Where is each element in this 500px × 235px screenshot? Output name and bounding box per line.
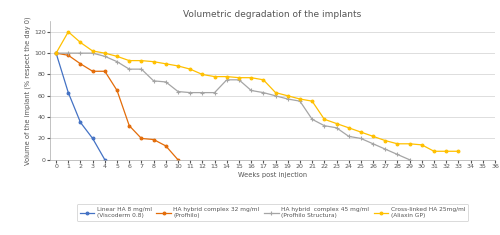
HA hybrid complex 32 mg/ml
(Profhilo) (175, 158, 181, 161)
Cross-linked HA 25mg/ml
(Aliaxin GP) (66, 30, 71, 33)
Cross-linked HA 25mg/ml
(Aliaxin GP) (419, 143, 425, 146)
Cross-linked HA 25mg/ml
(Aliaxin GP) (443, 150, 449, 153)
Cross-linked HA 25mg/ml
(Aliaxin GP) (187, 68, 193, 70)
HA hybrid  complex 45 mg/ml
(Profhilo Structura) (78, 52, 84, 55)
Linear HA 8 mg/ml
(Viscoderm 0.8) (90, 137, 96, 140)
HA hybrid  complex 45 mg/ml
(Profhilo Structura) (334, 126, 340, 129)
HA hybrid complex 32 mg/ml
(Profhilo) (53, 52, 59, 55)
HA hybrid  complex 45 mg/ml
(Profhilo Structura) (322, 124, 328, 127)
Cross-linked HA 25mg/ml
(Aliaxin GP) (90, 50, 96, 52)
HA hybrid complex 32 mg/ml
(Profhilo) (90, 70, 96, 73)
Cross-linked HA 25mg/ml
(Aliaxin GP) (260, 78, 266, 81)
Cross-linked HA 25mg/ml
(Aliaxin GP) (297, 98, 303, 100)
Linear HA 8 mg/ml
(Viscoderm 0.8) (102, 158, 108, 161)
HA hybrid  complex 45 mg/ml
(Profhilo Structura) (297, 100, 303, 102)
X-axis label: Weeks post injection: Weeks post injection (238, 172, 307, 178)
Cross-linked HA 25mg/ml
(Aliaxin GP) (346, 126, 352, 129)
Cross-linked HA 25mg/ml
(Aliaxin GP) (163, 63, 169, 65)
HA hybrid  complex 45 mg/ml
(Profhilo Structura) (358, 137, 364, 140)
Cross-linked HA 25mg/ml
(Aliaxin GP) (382, 139, 388, 142)
HA hybrid complex 32 mg/ml
(Profhilo) (78, 63, 84, 65)
Cross-linked HA 25mg/ml
(Aliaxin GP) (200, 73, 205, 76)
HA hybrid  complex 45 mg/ml
(Profhilo Structura) (260, 91, 266, 94)
Cross-linked HA 25mg/ml
(Aliaxin GP) (358, 131, 364, 133)
Cross-linked HA 25mg/ml
(Aliaxin GP) (175, 65, 181, 67)
HA hybrid  complex 45 mg/ml
(Profhilo Structura) (224, 78, 230, 81)
Linear HA 8 mg/ml
(Viscoderm 0.8) (78, 121, 84, 124)
HA hybrid  complex 45 mg/ml
(Profhilo Structura) (406, 158, 412, 161)
Line: HA hybrid complex 32 mg/ml
(Profhilo): HA hybrid complex 32 mg/ml (Profhilo) (54, 52, 180, 161)
HA hybrid  complex 45 mg/ml
(Profhilo Structura) (309, 118, 315, 121)
Cross-linked HA 25mg/ml
(Aliaxin GP) (309, 100, 315, 102)
HA hybrid  complex 45 mg/ml
(Profhilo Structura) (346, 135, 352, 138)
HA hybrid  complex 45 mg/ml
(Profhilo Structura) (150, 79, 156, 82)
HA hybrid  complex 45 mg/ml
(Profhilo Structura) (187, 91, 193, 94)
HA hybrid  complex 45 mg/ml
(Profhilo Structura) (370, 142, 376, 145)
Line: Cross-linked HA 25mg/ml
(Aliaxin GP): Cross-linked HA 25mg/ml (Aliaxin GP) (54, 30, 460, 153)
HA hybrid complex 32 mg/ml
(Profhilo) (66, 54, 71, 57)
HA hybrid complex 32 mg/ml
(Profhilo) (138, 137, 144, 140)
HA hybrid  complex 45 mg/ml
(Profhilo Structura) (138, 68, 144, 70)
Line: Linear HA 8 mg/ml
(Viscoderm 0.8): Linear HA 8 mg/ml (Viscoderm 0.8) (54, 52, 106, 161)
Line: HA hybrid  complex 45 mg/ml
(Profhilo Structura): HA hybrid complex 45 mg/ml (Profhilo Str… (54, 51, 412, 162)
Cross-linked HA 25mg/ml
(Aliaxin GP) (53, 52, 59, 55)
Cross-linked HA 25mg/ml
(Aliaxin GP) (236, 76, 242, 79)
Cross-linked HA 25mg/ml
(Aliaxin GP) (272, 91, 278, 94)
Cross-linked HA 25mg/ml
(Aliaxin GP) (456, 150, 462, 153)
HA hybrid  complex 45 mg/ml
(Profhilo Structura) (200, 91, 205, 94)
HA hybrid complex 32 mg/ml
(Profhilo) (126, 124, 132, 127)
HA hybrid  complex 45 mg/ml
(Profhilo Structura) (236, 78, 242, 81)
HA hybrid  complex 45 mg/ml
(Profhilo Structura) (163, 81, 169, 83)
Cross-linked HA 25mg/ml
(Aliaxin GP) (150, 60, 156, 63)
HA hybrid  complex 45 mg/ml
(Profhilo Structura) (394, 153, 400, 156)
Cross-linked HA 25mg/ml
(Aliaxin GP) (322, 118, 328, 121)
HA hybrid  complex 45 mg/ml
(Profhilo Structura) (126, 68, 132, 70)
Cross-linked HA 25mg/ml
(Aliaxin GP) (212, 75, 218, 78)
Cross-linked HA 25mg/ml
(Aliaxin GP) (334, 122, 340, 125)
Cross-linked HA 25mg/ml
(Aliaxin GP) (78, 41, 84, 44)
Cross-linked HA 25mg/ml
(Aliaxin GP) (102, 52, 108, 55)
HA hybrid complex 32 mg/ml
(Profhilo) (114, 89, 120, 92)
HA hybrid complex 32 mg/ml
(Profhilo) (163, 145, 169, 147)
HA hybrid complex 32 mg/ml
(Profhilo) (150, 138, 156, 141)
HA hybrid  complex 45 mg/ml
(Profhilo Structura) (284, 98, 290, 100)
HA hybrid  complex 45 mg/ml
(Profhilo Structura) (382, 148, 388, 151)
HA hybrid  complex 45 mg/ml
(Profhilo Structura) (212, 91, 218, 94)
Y-axis label: Volume of the implant (% respect the day 0): Volume of the implant (% respect the day… (25, 16, 32, 165)
HA hybrid  complex 45 mg/ml
(Profhilo Structura) (102, 55, 108, 58)
HA hybrid  complex 45 mg/ml
(Profhilo Structura) (114, 60, 120, 63)
HA hybrid  complex 45 mg/ml
(Profhilo Structura) (272, 94, 278, 97)
Cross-linked HA 25mg/ml
(Aliaxin GP) (431, 150, 437, 153)
Cross-linked HA 25mg/ml
(Aliaxin GP) (394, 142, 400, 145)
Cross-linked HA 25mg/ml
(Aliaxin GP) (406, 142, 412, 145)
Linear HA 8 mg/ml
(Viscoderm 0.8) (53, 52, 59, 55)
Title: Volumetric degradation of the implants: Volumetric degradation of the implants (184, 10, 362, 19)
Cross-linked HA 25mg/ml
(Aliaxin GP) (224, 75, 230, 78)
Cross-linked HA 25mg/ml
(Aliaxin GP) (284, 94, 290, 97)
HA hybrid complex 32 mg/ml
(Profhilo) (102, 70, 108, 73)
Cross-linked HA 25mg/ml
(Aliaxin GP) (126, 59, 132, 62)
HA hybrid  complex 45 mg/ml
(Profhilo Structura) (248, 89, 254, 92)
HA hybrid  complex 45 mg/ml
(Profhilo Structura) (66, 52, 71, 55)
HA hybrid  complex 45 mg/ml
(Profhilo Structura) (90, 52, 96, 55)
Cross-linked HA 25mg/ml
(Aliaxin GP) (138, 59, 144, 62)
HA hybrid  complex 45 mg/ml
(Profhilo Structura) (53, 52, 59, 55)
Cross-linked HA 25mg/ml
(Aliaxin GP) (114, 55, 120, 58)
Cross-linked HA 25mg/ml
(Aliaxin GP) (370, 135, 376, 138)
Legend: Linear HA 8 mg/ml
(Viscoderm 0.8), HA hybrid complex 32 mg/ml
(Profhilo), HA hyb: Linear HA 8 mg/ml (Viscoderm 0.8), HA hy… (77, 204, 468, 221)
Cross-linked HA 25mg/ml
(Aliaxin GP) (248, 76, 254, 79)
Linear HA 8 mg/ml
(Viscoderm 0.8) (66, 91, 71, 94)
HA hybrid  complex 45 mg/ml
(Profhilo Structura) (175, 90, 181, 93)
